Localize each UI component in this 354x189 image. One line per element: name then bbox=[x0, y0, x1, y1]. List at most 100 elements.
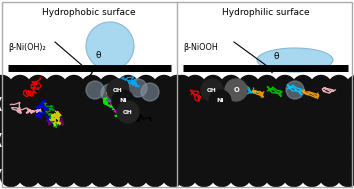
Circle shape bbox=[18, 129, 40, 150]
Circle shape bbox=[166, 75, 188, 97]
Circle shape bbox=[225, 79, 247, 101]
Circle shape bbox=[144, 166, 166, 187]
Circle shape bbox=[46, 147, 67, 169]
Circle shape bbox=[117, 101, 139, 123]
Circle shape bbox=[0, 112, 12, 132]
Circle shape bbox=[292, 147, 314, 169]
Circle shape bbox=[247, 166, 268, 187]
Circle shape bbox=[118, 112, 138, 132]
Circle shape bbox=[302, 129, 322, 150]
Text: OH: OH bbox=[207, 88, 217, 92]
Circle shape bbox=[0, 147, 12, 169]
Circle shape bbox=[209, 90, 231, 112]
Circle shape bbox=[81, 147, 103, 169]
Circle shape bbox=[257, 75, 278, 97]
Circle shape bbox=[63, 112, 85, 132]
Circle shape bbox=[99, 147, 120, 169]
Text: β-Ni(OH)₂: β-Ni(OH)₂ bbox=[8, 43, 46, 52]
Circle shape bbox=[55, 129, 75, 150]
Circle shape bbox=[247, 94, 268, 115]
Circle shape bbox=[310, 147, 331, 169]
Circle shape bbox=[0, 129, 22, 150]
Circle shape bbox=[176, 129, 196, 150]
Circle shape bbox=[154, 112, 175, 132]
Circle shape bbox=[126, 94, 148, 115]
Circle shape bbox=[18, 94, 40, 115]
Circle shape bbox=[171, 112, 193, 132]
Circle shape bbox=[126, 129, 148, 150]
Circle shape bbox=[81, 112, 103, 132]
Circle shape bbox=[73, 166, 93, 187]
Circle shape bbox=[329, 75, 349, 97]
Circle shape bbox=[176, 94, 196, 115]
Circle shape bbox=[36, 129, 57, 150]
Circle shape bbox=[136, 112, 156, 132]
Circle shape bbox=[184, 147, 206, 169]
Circle shape bbox=[347, 75, 354, 97]
Circle shape bbox=[55, 94, 75, 115]
Circle shape bbox=[107, 79, 129, 101]
Circle shape bbox=[329, 147, 349, 169]
Circle shape bbox=[221, 75, 241, 97]
Circle shape bbox=[257, 147, 278, 169]
Circle shape bbox=[292, 112, 314, 132]
Circle shape bbox=[284, 166, 304, 187]
Circle shape bbox=[0, 75, 12, 97]
Circle shape bbox=[347, 112, 354, 132]
Circle shape bbox=[194, 129, 215, 150]
Circle shape bbox=[320, 94, 341, 115]
Circle shape bbox=[337, 129, 354, 150]
Circle shape bbox=[129, 79, 147, 97]
Circle shape bbox=[211, 94, 233, 115]
Circle shape bbox=[144, 94, 166, 115]
Circle shape bbox=[302, 166, 322, 187]
Circle shape bbox=[286, 81, 304, 99]
Circle shape bbox=[101, 84, 119, 102]
Circle shape bbox=[229, 129, 251, 150]
Text: θ: θ bbox=[95, 51, 101, 60]
Circle shape bbox=[10, 112, 30, 132]
Circle shape bbox=[211, 166, 233, 187]
Circle shape bbox=[136, 147, 156, 169]
Circle shape bbox=[108, 129, 130, 150]
Circle shape bbox=[81, 75, 103, 97]
Circle shape bbox=[63, 147, 85, 169]
Circle shape bbox=[0, 94, 22, 115]
Circle shape bbox=[73, 129, 93, 150]
Circle shape bbox=[176, 166, 196, 187]
Circle shape bbox=[266, 94, 286, 115]
Text: Ni: Ni bbox=[216, 98, 224, 104]
Circle shape bbox=[194, 94, 215, 115]
Text: Hydrophilic surface: Hydrophilic surface bbox=[222, 8, 309, 17]
Circle shape bbox=[221, 112, 241, 132]
Circle shape bbox=[337, 94, 354, 115]
Circle shape bbox=[239, 147, 259, 169]
Circle shape bbox=[46, 112, 67, 132]
Circle shape bbox=[0, 166, 22, 187]
Circle shape bbox=[36, 166, 57, 187]
Circle shape bbox=[202, 75, 223, 97]
Circle shape bbox=[28, 147, 48, 169]
Circle shape bbox=[144, 129, 166, 150]
Circle shape bbox=[320, 166, 341, 187]
Circle shape bbox=[99, 75, 120, 97]
Circle shape bbox=[171, 75, 193, 97]
Circle shape bbox=[310, 75, 331, 97]
Circle shape bbox=[162, 129, 183, 150]
Circle shape bbox=[247, 129, 268, 150]
Text: O: O bbox=[233, 87, 239, 93]
Text: OH: OH bbox=[123, 109, 133, 115]
Circle shape bbox=[86, 22, 134, 70]
Circle shape bbox=[166, 147, 188, 169]
Text: Hydrophobic surface: Hydrophobic surface bbox=[42, 8, 135, 17]
Circle shape bbox=[46, 75, 67, 97]
Circle shape bbox=[141, 83, 159, 101]
Circle shape bbox=[320, 129, 341, 150]
Circle shape bbox=[136, 75, 156, 97]
Circle shape bbox=[91, 166, 112, 187]
Circle shape bbox=[162, 94, 183, 115]
Circle shape bbox=[284, 129, 304, 150]
Circle shape bbox=[266, 129, 286, 150]
Circle shape bbox=[91, 129, 112, 150]
Circle shape bbox=[347, 147, 354, 169]
